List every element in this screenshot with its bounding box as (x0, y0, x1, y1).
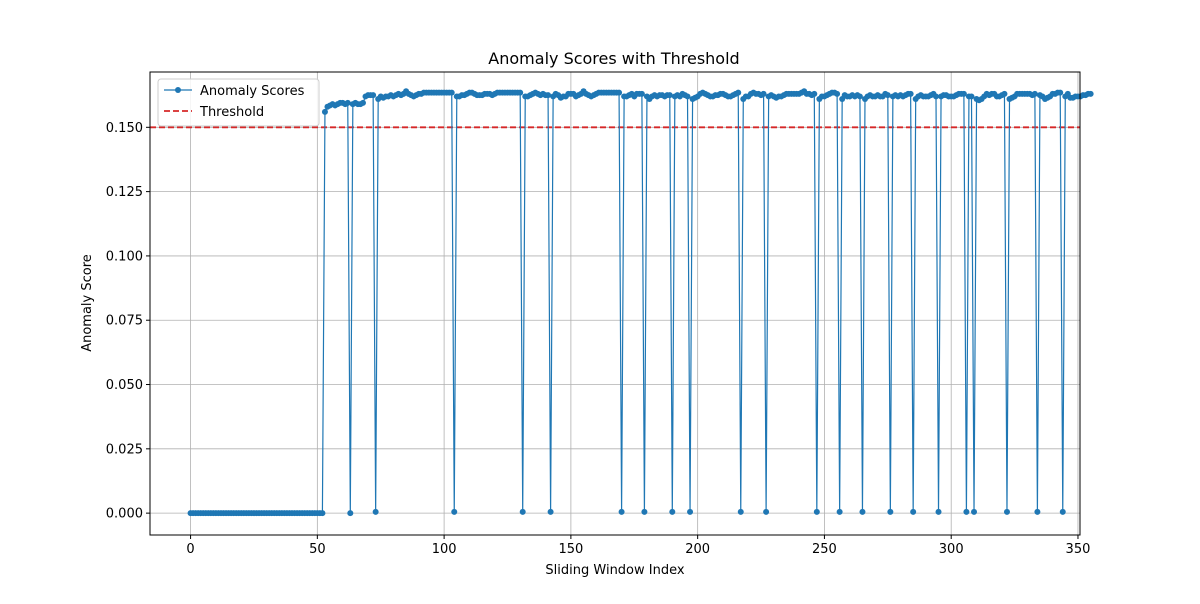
legend: Anomaly Scores Threshold (157, 78, 320, 127)
y-tick-label: 0.125 (106, 185, 143, 200)
data-point (1057, 89, 1064, 96)
data-point (451, 508, 458, 515)
data-point (887, 508, 894, 515)
data-point (960, 90, 967, 97)
data-point (856, 93, 863, 100)
data-point (321, 108, 328, 115)
x-tick-label: 50 (309, 542, 326, 557)
data-point (638, 90, 645, 97)
legend-box (157, 78, 320, 127)
data-point (971, 508, 978, 515)
data-point (735, 89, 742, 96)
data-point (968, 93, 975, 100)
y-axis-label: Anomaly Score (80, 254, 95, 352)
data-point (372, 508, 379, 515)
data-point (836, 508, 843, 515)
data-point (669, 508, 676, 515)
data-point (907, 90, 914, 97)
data-point (687, 508, 694, 515)
data-point (811, 90, 818, 97)
data-point (763, 508, 770, 515)
grid (150, 72, 1080, 535)
x-tick-label: 0 (186, 542, 194, 557)
data-point (1034, 508, 1041, 515)
data-point (448, 89, 455, 96)
y-tick-label: 0.100 (106, 249, 143, 264)
series-layer (187, 88, 1094, 517)
chart-title: Anomaly Scores with Threshold (488, 49, 739, 68)
x-tick-label: 100 (432, 542, 457, 557)
data-point (370, 92, 377, 99)
series-line-anomaly-scores (190, 90, 1091, 514)
plot-area-frame (149, 71, 1081, 536)
data-point (1059, 508, 1066, 515)
data-point (347, 510, 354, 517)
y-tick-label: 0.050 (106, 378, 143, 393)
x-axis-label: Sliding Window Index (545, 563, 684, 578)
data-point (910, 508, 917, 515)
data-point (359, 99, 366, 106)
x-tick-label: 350 (1066, 542, 1091, 557)
data-point (344, 99, 351, 106)
data-point (684, 93, 691, 100)
x-tick-label: 150 (558, 542, 583, 557)
y-tick-label: 0.150 (106, 121, 143, 136)
data-point (547, 508, 554, 515)
data-point (737, 508, 744, 515)
x-axis: 0 50 100 150 200 250 300 350 (186, 535, 1090, 557)
data-point (935, 508, 942, 515)
data-point (859, 508, 866, 515)
data-point (618, 508, 625, 515)
data-point (616, 89, 623, 96)
data-point (1031, 90, 1038, 97)
data-point (1003, 508, 1010, 515)
data-point (545, 92, 552, 99)
data-point (1001, 90, 1008, 97)
y-tick-label: 0.000 (106, 507, 143, 522)
data-point (834, 90, 841, 97)
data-point (813, 508, 820, 515)
data-point (319, 510, 326, 517)
legend-label-threshold: Threshold (199, 105, 264, 120)
data-point (666, 92, 673, 99)
data-point (932, 93, 939, 100)
data-point (517, 89, 524, 96)
data-point (963, 508, 970, 515)
data-point (641, 508, 648, 515)
x-tick-label: 200 (685, 542, 710, 557)
data-point (1087, 90, 1094, 97)
data-point (884, 92, 891, 99)
y-tick-label: 0.075 (106, 314, 143, 329)
y-tick-label: 0.025 (106, 442, 143, 457)
legend-series-marker-swatch (175, 87, 181, 93)
x-tick-label: 250 (812, 542, 837, 557)
legend-label-anomaly-scores: Anomaly Scores (200, 84, 305, 99)
data-point (519, 508, 526, 515)
data-point (760, 90, 767, 97)
x-tick-label: 300 (939, 542, 964, 557)
y-axis: 0.000 0.025 0.050 0.075 0.100 0.125 0.150 (106, 121, 150, 522)
